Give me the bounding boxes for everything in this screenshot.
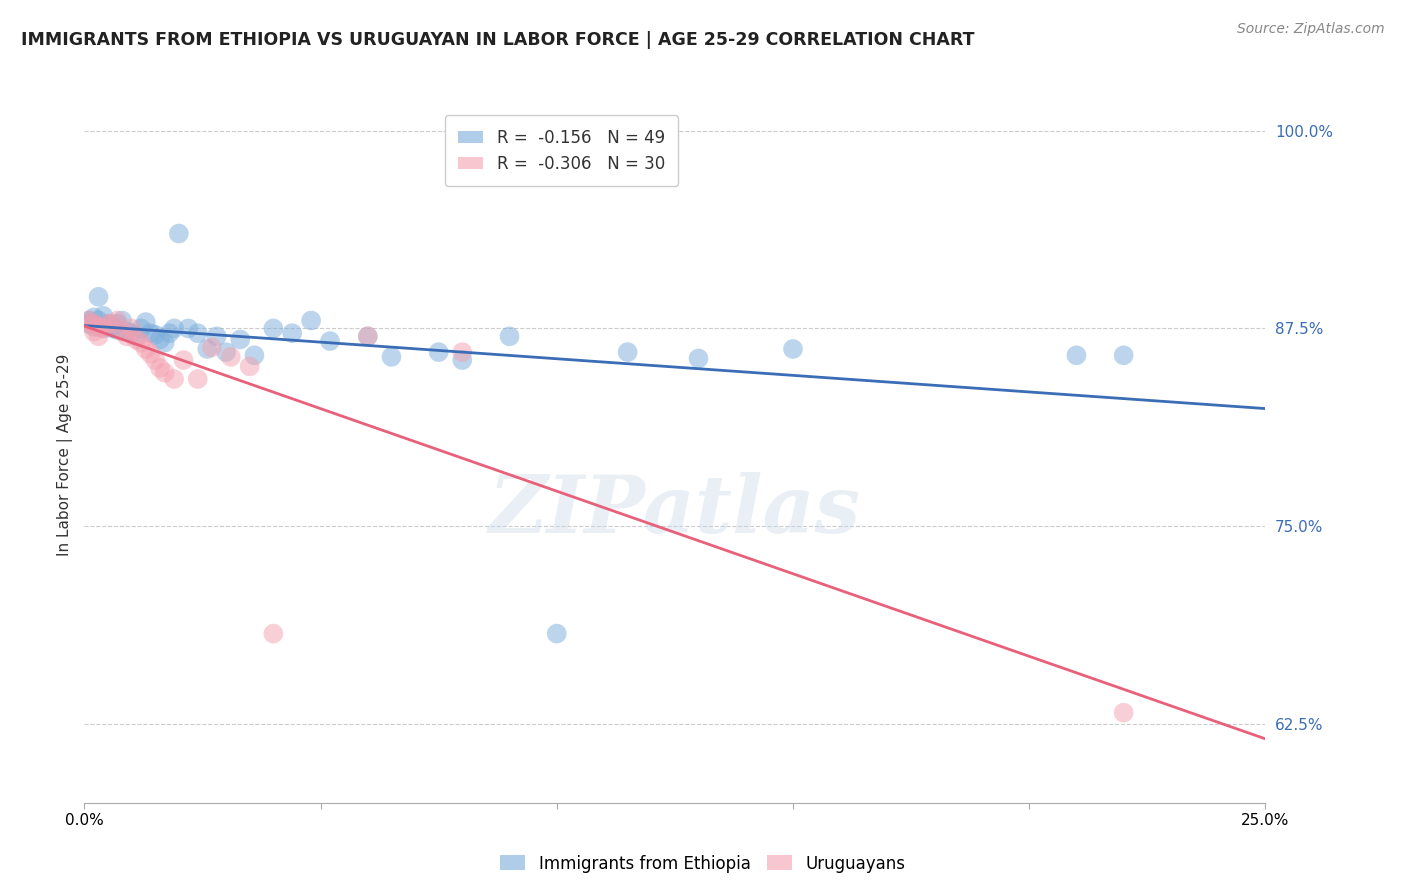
Point — [1112, 706, 1135, 720]
Point — [153, 366, 176, 380]
Point — [157, 326, 180, 340]
Point — [219, 350, 242, 364]
Point — [1112, 348, 1135, 362]
Point — [83, 310, 105, 325]
Point — [153, 335, 176, 350]
Point — [187, 326, 209, 340]
Point — [111, 325, 134, 339]
Point — [688, 351, 710, 366]
Point — [77, 313, 100, 327]
Point — [107, 323, 129, 337]
Point — [139, 326, 162, 340]
Point — [616, 345, 638, 359]
Point — [97, 317, 120, 331]
Point — [121, 326, 143, 340]
Point — [163, 321, 186, 335]
Point — [101, 318, 124, 333]
Point — [281, 326, 304, 340]
Point — [87, 313, 110, 327]
Point — [97, 319, 120, 334]
Point — [125, 333, 148, 347]
Point — [107, 313, 129, 327]
Point — [91, 321, 114, 335]
Point — [205, 329, 228, 343]
Point — [129, 321, 152, 335]
Point — [135, 315, 157, 329]
Point — [135, 342, 157, 356]
Point — [139, 347, 162, 361]
Point — [143, 353, 166, 368]
Point — [107, 317, 129, 331]
Point — [243, 348, 266, 362]
Point — [319, 334, 342, 348]
Point — [115, 329, 138, 343]
Point — [201, 340, 224, 354]
Point — [101, 321, 124, 335]
Point — [187, 372, 209, 386]
Point — [149, 333, 172, 347]
Legend: Immigrants from Ethiopia, Uruguayans: Immigrants from Ethiopia, Uruguayans — [494, 848, 912, 880]
Point — [239, 359, 262, 374]
Point — [215, 345, 238, 359]
Point — [87, 329, 110, 343]
Point — [149, 360, 172, 375]
Point — [91, 321, 114, 335]
Point — [380, 350, 402, 364]
Point — [451, 353, 474, 368]
Point — [77, 317, 100, 331]
Point — [77, 317, 100, 331]
Point — [83, 325, 105, 339]
Point — [125, 329, 148, 343]
Point — [498, 329, 520, 343]
Text: IMMIGRANTS FROM ETHIOPIA VS URUGUAYAN IN LABOR FORCE | AGE 25-29 CORRELATION CHA: IMMIGRANTS FROM ETHIOPIA VS URUGUAYAN IN… — [21, 31, 974, 49]
Point — [427, 345, 450, 359]
Point — [451, 345, 474, 359]
Text: Source: ZipAtlas.com: Source: ZipAtlas.com — [1237, 22, 1385, 37]
Point — [83, 317, 105, 331]
Point — [195, 342, 218, 356]
Point — [87, 290, 110, 304]
Point — [546, 626, 568, 640]
Point — [782, 342, 804, 356]
Point — [167, 227, 190, 241]
Point — [129, 335, 152, 350]
Point — [87, 319, 110, 334]
Point — [229, 333, 252, 347]
Point — [77, 313, 100, 327]
Point — [1066, 348, 1088, 362]
Point — [101, 317, 124, 331]
Point — [262, 626, 284, 640]
Y-axis label: In Labor Force | Age 25-29: In Labor Force | Age 25-29 — [58, 354, 73, 556]
Point — [111, 313, 134, 327]
Point — [91, 309, 114, 323]
Point — [262, 321, 284, 335]
Point — [121, 321, 143, 335]
Point — [115, 325, 138, 339]
Point — [173, 353, 195, 368]
Point — [143, 327, 166, 342]
Point — [97, 317, 120, 331]
Point — [177, 321, 200, 335]
Legend: R =  -0.156   N = 49, R =  -0.306   N = 30: R = -0.156 N = 49, R = -0.306 N = 30 — [446, 115, 678, 186]
Point — [163, 372, 186, 386]
Point — [357, 329, 380, 343]
Point — [299, 313, 322, 327]
Text: ZIPatlas: ZIPatlas — [489, 472, 860, 549]
Point — [357, 329, 380, 343]
Point — [83, 319, 105, 334]
